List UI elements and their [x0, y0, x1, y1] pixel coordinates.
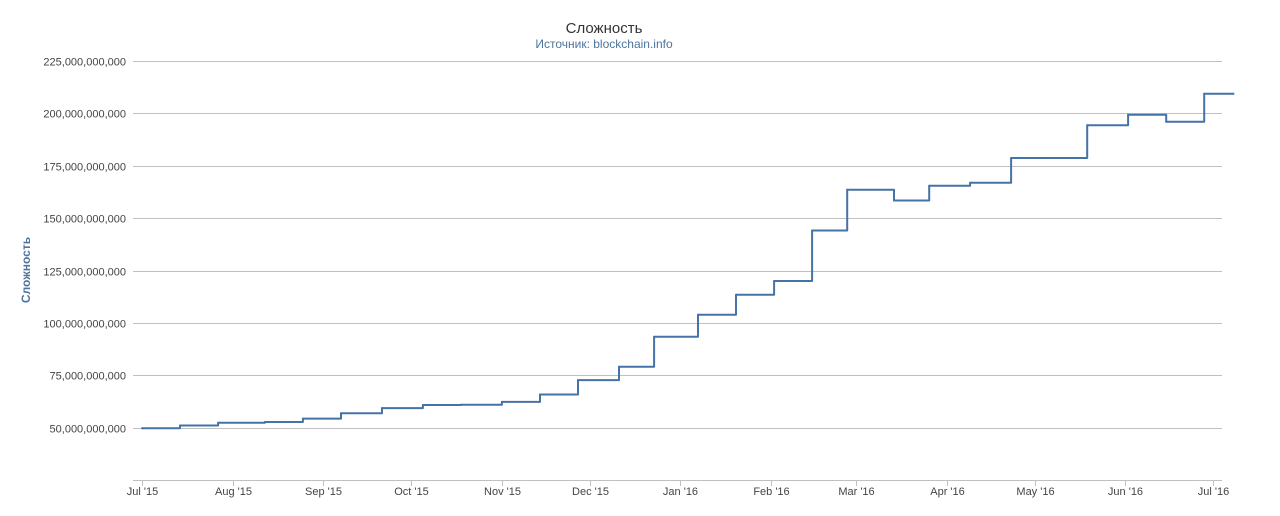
data-point [217, 421, 220, 424]
y-tick-label: 125,000,000,000 [43, 267, 126, 279]
y-tick-label: 225,000,000,000 [43, 57, 126, 69]
data-point [618, 365, 620, 368]
series-line [142, 92, 1234, 430]
data-point [1127, 113, 1130, 116]
data-point [969, 181, 972, 184]
x-tick-label: Jan '16 [663, 486, 698, 498]
x-tick-labels: Jul '15 Aug '15 Sep '15 Oct '15 Nov '15 Dec '… [127, 486, 1229, 498]
y-tick-label: 150,000,000,000 [43, 214, 126, 226]
data-point [539, 393, 541, 396]
data-point [1010, 157, 1013, 159]
data-point [179, 424, 181, 427]
data-point [500, 400, 503, 403]
data-point [577, 379, 579, 382]
data-point [1203, 92, 1206, 95]
y-tick-labels: 50,000,000,000 75,000,000,000 100,000,000,… [43, 57, 126, 436]
chart-subtitle: Источник: blockchain.info [535, 37, 673, 51]
data-point [811, 229, 814, 232]
data-point [340, 412, 342, 415]
data-point [1232, 92, 1235, 95]
data-point [1165, 120, 1168, 123]
data-point [381, 407, 383, 410]
x-tick-label: Dec '15 [572, 486, 609, 498]
x-tick-label: Jul '16 [1198, 486, 1229, 498]
y-tick-label: 75,000,000,000 [50, 371, 126, 383]
data-point [1045, 157, 1048, 159]
x-tick-label: May '16 [1016, 486, 1054, 498]
data-point [421, 404, 424, 406]
data-point [893, 199, 895, 202]
series-group [141, 92, 1235, 430]
grid-lines [133, 61, 1222, 429]
x-tick-label: Oct '15 [394, 486, 429, 498]
data-point [460, 403, 462, 406]
y-tick-label: 175,000,000,000 [43, 162, 126, 174]
data-point [846, 188, 849, 191]
y-axis-label: Сложность [19, 237, 33, 303]
data-point [735, 293, 737, 296]
data-point [697, 313, 699, 316]
x-tick-label: Apr '16 [930, 486, 965, 498]
x-tick-label: Jul '15 [127, 486, 158, 498]
data-point [653, 335, 656, 338]
data-point [773, 280, 776, 282]
chart-title: Сложность [566, 20, 643, 37]
y-tick-label: 100,000,000,000 [43, 319, 126, 331]
x-tick-label: Jun '16 [1108, 486, 1143, 498]
y-tick-label: 200,000,000,000 [43, 109, 126, 121]
x-tick-label: Sep '15 [305, 486, 342, 498]
data-point [928, 184, 931, 187]
data-point [1086, 124, 1089, 127]
data-point [301, 417, 304, 420]
x-tick-label: Feb '16 [753, 486, 789, 498]
x-axis [133, 480, 1222, 486]
data-point [263, 421, 266, 423]
data-point [141, 427, 143, 430]
y-tick-label: 50,000,000,000 [50, 424, 126, 436]
x-tick-label: Mar '16 [838, 486, 874, 498]
data-point [1083, 157, 1086, 159]
x-tick-label: Aug '15 [215, 486, 252, 498]
x-tick-label: Nov '15 [484, 486, 521, 498]
